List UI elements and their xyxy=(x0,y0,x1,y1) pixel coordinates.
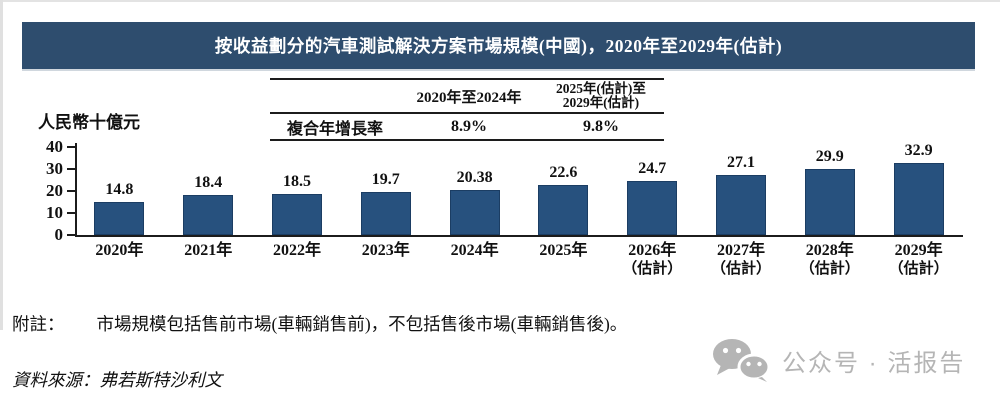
x-axis-label-estimate: （估計） xyxy=(710,261,771,277)
cagr-header-period2-line1: 2025年(估計)至 xyxy=(555,80,646,96)
bar-group: 18.5 2022年 xyxy=(253,147,342,259)
x-axis-label-estimate: （估計） xyxy=(799,261,860,277)
bar xyxy=(449,190,500,235)
x-axis-label-year: 2023年 xyxy=(361,242,410,259)
bar-group: 27.1 2027年 （估計） xyxy=(697,147,786,277)
x-axis-label-year: 2020年 xyxy=(95,242,144,259)
x-axis-label-year: 2028年 xyxy=(805,242,854,259)
y-axis-unit-label: 人民幣十億元 xyxy=(38,113,140,132)
y-axis-tick xyxy=(67,234,75,236)
chart-title: 按收益劃分的汽車測試解決方案市場規模(中國)，2020年至2029年(估計) xyxy=(214,36,783,56)
bar-value-label: 27.1 xyxy=(726,154,755,172)
bar-group: 20.38 2024年 xyxy=(430,147,519,259)
bar-group: 24.7 2026年 （估計） xyxy=(608,147,697,277)
cagr-header-period1: 2020年至2024年 xyxy=(416,89,522,106)
bar-value-label: 32.9 xyxy=(904,141,933,159)
bar-group: 19.7 2023年 xyxy=(341,147,430,259)
bar-group: 22.6 2025年 xyxy=(519,147,608,259)
bar-value-label: 19.7 xyxy=(371,170,400,188)
cagr-period1-value: 8.9% xyxy=(450,117,487,135)
bar xyxy=(183,194,234,235)
bar-value-label: 18.4 xyxy=(194,173,223,191)
y-axis-tick xyxy=(67,212,75,214)
x-axis-label-year: 2024年 xyxy=(450,242,499,259)
x-axis-label: 2022年 xyxy=(253,241,342,260)
y-axis-tick-label: 40 xyxy=(46,137,63,156)
x-axis-label: 2021年 xyxy=(164,241,253,260)
data-source-line: 資料來源：弗若斯特沙利文 xyxy=(12,370,222,390)
y-axis-tick-label: 30 xyxy=(46,159,63,178)
x-axis-label: 2025年 xyxy=(519,241,608,260)
bar xyxy=(271,194,322,235)
scan-edge-left xyxy=(0,0,3,330)
y-axis-tick-label: 10 xyxy=(46,203,63,222)
x-axis-label-year: 2027年 xyxy=(716,242,765,259)
cagr-header-period2-line2: 2029年(估計) xyxy=(562,95,640,110)
cagr-period2-value: 9.8% xyxy=(582,117,619,135)
x-axis-label-year: 2029年 xyxy=(894,242,943,259)
x-axis-label: 2029年 （估計） xyxy=(874,241,963,279)
x-axis-line xyxy=(75,235,963,237)
cagr-header-row: 2020年至2024年 2025年(估計)至 2029年(估計) xyxy=(270,78,664,114)
x-axis-label: 2026年 （估計） xyxy=(608,241,697,279)
bar-group: 18.4 2021年 xyxy=(164,147,253,259)
watermark-text: 公众号 · 活报告 xyxy=(782,349,966,377)
y-axis-line xyxy=(75,143,77,237)
x-axis-label-estimate: （估計） xyxy=(888,261,949,277)
footnote: 附註： 市場規模包括售前市場(車輛銷售前)，不包括售後市場(車輛銷售後)。 xyxy=(12,311,627,336)
footnote-text: 市場規模包括售前市場(車輛銷售前)，不包括售後市場(車輛銷售後)。 xyxy=(96,314,628,334)
y-axis-tick-label: 0 xyxy=(54,225,64,244)
bar-value-label: 20.38 xyxy=(456,169,493,187)
x-axis-label-estimate: （估計） xyxy=(622,261,683,277)
bar xyxy=(360,191,411,235)
bar xyxy=(627,180,678,235)
bar-value-label: 18.5 xyxy=(282,173,311,191)
bar-value-label: 24.7 xyxy=(638,159,667,177)
bar-value-label: 22.6 xyxy=(549,164,578,182)
bar-group: 32.9 2029年 （估計） xyxy=(874,142,963,277)
bar-group: 14.8 2020年 xyxy=(75,147,164,259)
x-axis-label-year: 2022年 xyxy=(272,242,321,259)
footnote-label: 附註： xyxy=(12,314,65,334)
x-axis-label: 2023年 xyxy=(341,241,430,260)
y-axis-tick xyxy=(67,146,75,148)
bar xyxy=(94,202,145,235)
x-axis-label: 2028年 （估計） xyxy=(785,241,874,279)
title-banner: 按收益劃分的汽車測試解決方案市場規模(中國)，2020年至2029年(估計) xyxy=(22,22,975,69)
bar-value-label: 14.8 xyxy=(105,181,134,199)
wechat-icon xyxy=(712,338,770,382)
bar xyxy=(893,162,944,235)
cagr-row-label: 複合年增長率 xyxy=(287,120,384,138)
y-axis-tick xyxy=(67,190,75,192)
bar xyxy=(538,185,589,235)
bar xyxy=(804,169,855,235)
cagr-data-row: 複合年增長率 8.9% 9.8% xyxy=(270,114,664,141)
bar-value-label: 29.9 xyxy=(815,148,844,166)
bar xyxy=(715,175,766,235)
bar-group: 29.9 2028年 （估計） xyxy=(785,147,874,277)
x-axis-label: 2020年 xyxy=(75,241,164,260)
x-axis-label-year: 2021年 xyxy=(184,242,233,259)
x-axis-label-year: 2025年 xyxy=(539,242,588,259)
scan-edge-top xyxy=(0,0,1000,2)
plot-area: 0 10 20 30 40 14.8 2020年 18.4 2021年 18.5 2022年 19.7… xyxy=(46,138,963,277)
watermark: 公众号 · 活报告 xyxy=(712,338,965,382)
x-axis-label: 2027年 （估計） xyxy=(697,241,786,279)
y-axis-tick xyxy=(67,168,75,170)
x-axis-label-year: 2026年 xyxy=(628,242,677,259)
cagr-header-period2: 2025年(估計)至 2029年(估計) xyxy=(538,80,664,111)
x-axis-label: 2024年 xyxy=(430,241,519,260)
cagr-table: 2020年至2024年 2025年(估計)至 2029年(估計) 複合年增長率 … xyxy=(270,78,664,141)
y-axis-tick-label: 20 xyxy=(46,181,63,200)
